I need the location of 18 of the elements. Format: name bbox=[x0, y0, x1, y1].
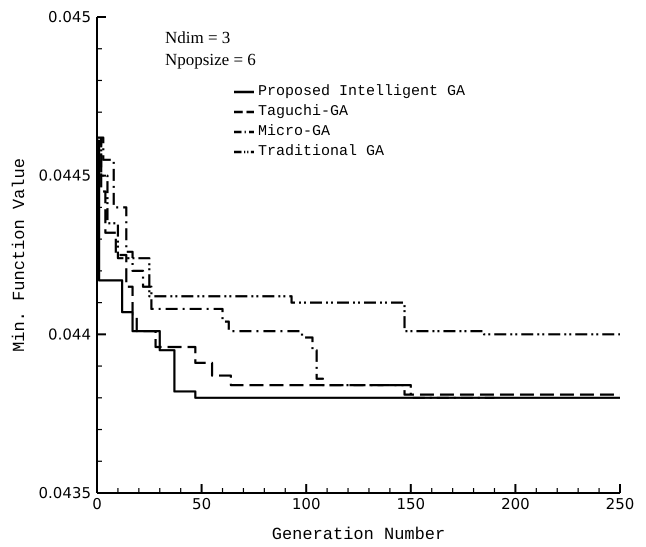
y-tick-label: 0.044 bbox=[48, 325, 91, 344]
y-tick-label: 0.0445 bbox=[38, 166, 91, 185]
legend-label: Micro-GA bbox=[258, 123, 330, 140]
x-tick-label: 200 bbox=[501, 495, 530, 513]
x-tick-label: 50 bbox=[192, 495, 212, 513]
legend-label: Proposed Intelligent GA bbox=[258, 83, 466, 100]
x-tick-label: 100 bbox=[292, 495, 321, 513]
x-axis-title: Generation Number bbox=[272, 526, 446, 545]
x-tick-label: 0 bbox=[92, 495, 102, 513]
annotation: Ndim = 3 bbox=[165, 28, 230, 47]
x-tick-label: 150 bbox=[396, 495, 426, 513]
annotation: Npopsize = 6 bbox=[165, 50, 256, 69]
y-tick-label: 0.045 bbox=[48, 8, 91, 26]
y-tick-label: 0.0435 bbox=[38, 484, 91, 502]
legend-label: Traditional GA bbox=[258, 143, 384, 160]
legend-label: Taguchi-GA bbox=[258, 103, 348, 120]
y-axis-title: Min. Function Value bbox=[11, 158, 30, 352]
x-tick-label: 250 bbox=[606, 495, 634, 513]
